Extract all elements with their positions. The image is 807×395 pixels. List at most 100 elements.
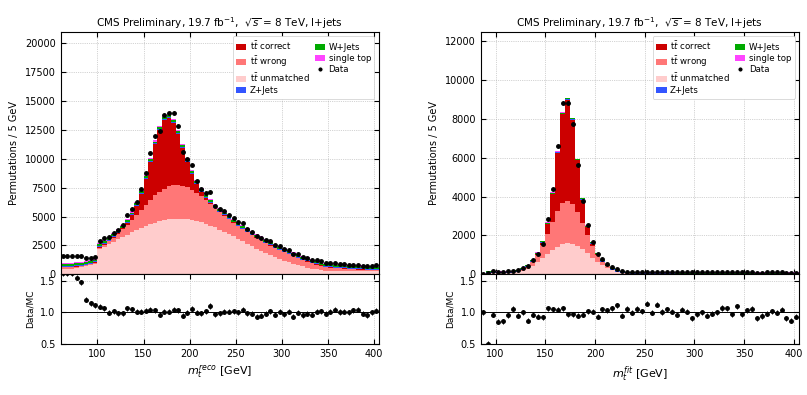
Bar [157,221,162,274]
Bar [162,188,166,220]
Bar [203,197,208,198]
Bar [273,248,278,257]
Bar [337,265,342,267]
Bar [263,239,268,240]
Bar [305,259,310,260]
Bar [254,249,259,274]
Bar [194,193,199,221]
Bar [102,245,107,247]
Bar [675,273,679,274]
Bar [194,183,199,184]
Bar [525,265,530,266]
Bar [505,272,511,273]
Bar [263,242,268,243]
Bar [176,219,181,274]
Bar [236,226,240,239]
Bar [328,266,332,267]
Bar [227,219,231,234]
Bar [654,273,659,274]
Bar [144,178,148,179]
Bar [263,253,268,274]
Bar [213,208,217,228]
Bar [585,226,590,227]
Bar [176,133,181,134]
Bar [759,273,764,274]
Bar [130,232,134,274]
Bar [550,193,555,194]
Bar [734,273,739,274]
Bar [575,212,580,246]
Bar [98,245,102,246]
Bar [319,263,324,265]
Bar [144,179,148,205]
Bar [365,270,370,271]
Bar [162,116,166,117]
Bar [93,258,98,260]
Bar [148,158,153,159]
Bar [125,223,130,225]
Bar [585,253,590,274]
Bar [185,162,190,187]
Bar [296,255,300,257]
Bar [346,268,351,269]
Bar [282,251,286,252]
Bar [102,241,107,243]
Bar [240,241,245,274]
Bar [120,229,125,237]
Bar [222,211,227,213]
Bar [134,230,139,274]
Bar [79,266,84,267]
Bar [595,253,600,254]
Bar [709,273,714,274]
Bar [305,262,310,267]
Bar [217,211,222,212]
Bar [282,252,286,261]
Bar [328,267,332,271]
Bar [199,189,203,191]
Bar [571,203,575,244]
Bar [370,266,374,267]
Bar [254,238,259,249]
Bar [356,271,361,274]
Bar [575,159,580,160]
Bar [194,184,199,193]
Bar [784,273,789,274]
Bar [139,210,144,228]
Bar [332,271,337,274]
Bar [222,232,227,274]
Bar [310,260,314,262]
Bar [111,234,116,236]
Bar [171,219,176,274]
Bar [779,273,784,274]
Bar [227,215,231,216]
Bar [171,120,176,122]
Bar [535,253,541,254]
Bar [516,271,521,272]
Bar [314,269,319,274]
Bar [236,225,240,226]
Bar [88,264,93,265]
Bar [213,204,217,205]
Bar [749,273,755,274]
Bar [486,273,491,274]
Bar [84,266,88,274]
Bar [310,263,314,269]
Bar [125,220,130,222]
Bar [541,242,546,243]
Bar [107,238,111,240]
Bar [324,271,328,274]
Bar [374,271,378,274]
Bar [139,190,144,191]
Bar [236,239,240,274]
Bar [162,119,166,120]
Bar [278,259,282,274]
Bar [93,261,98,262]
Bar [236,223,240,225]
Bar [166,118,171,186]
Bar [546,224,550,234]
Bar [590,246,595,258]
Bar [705,273,709,274]
Bar [217,209,222,211]
Legend: t$\bar{t}$ correct, t$\bar{t}$ wrong, t$\bar{t}$ unmatched, Z+Jets, W+Jets, sing: t$\bar{t}$ correct, t$\bar{t}$ wrong, t$… [653,36,795,99]
Bar [69,263,74,264]
